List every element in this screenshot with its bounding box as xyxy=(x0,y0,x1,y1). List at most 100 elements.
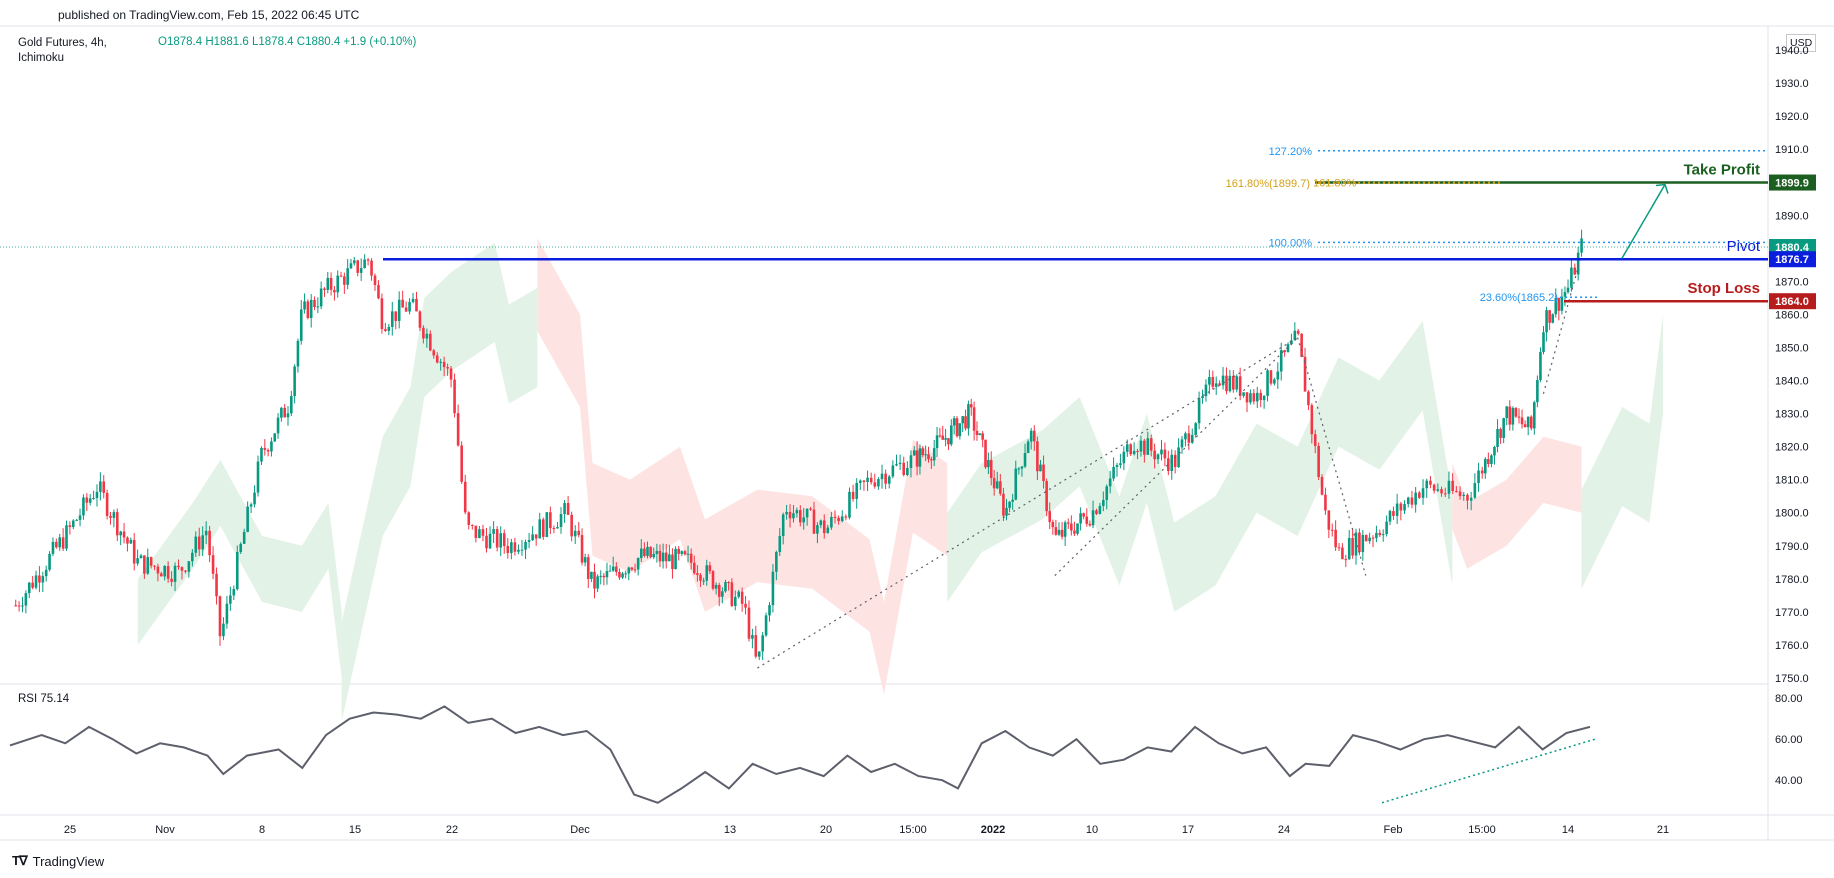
candle-body xyxy=(975,430,979,435)
candle-body xyxy=(605,571,609,578)
candle-body xyxy=(119,531,122,536)
candle-body xyxy=(1232,375,1235,390)
candle-body xyxy=(1566,287,1570,293)
candle-body xyxy=(404,307,408,312)
ichimoku-cloud-green xyxy=(137,459,342,678)
candle-body xyxy=(439,361,442,363)
candle-body xyxy=(837,518,840,522)
price-tick-label: 1800.0 xyxy=(1775,508,1809,520)
candle-body xyxy=(586,557,590,579)
candle-body xyxy=(761,635,764,652)
candle-body xyxy=(1293,330,1297,341)
candle-body xyxy=(92,498,95,500)
candle-body xyxy=(112,512,116,518)
candle-body xyxy=(1098,505,1102,514)
candle-body xyxy=(1032,430,1036,442)
candle-body xyxy=(524,541,527,550)
candle-body xyxy=(456,413,460,446)
candle-body xyxy=(467,512,471,525)
candle-body xyxy=(630,567,634,570)
candle-body xyxy=(1054,527,1058,535)
candle-body xyxy=(299,309,303,341)
candle-body xyxy=(1341,547,1344,560)
candle-body xyxy=(1511,408,1515,425)
candle-body xyxy=(1283,350,1286,352)
candle-body xyxy=(513,542,517,552)
candle-body xyxy=(88,498,92,503)
currency-label[interactable]: USD xyxy=(1786,34,1817,52)
candle-body xyxy=(1184,433,1187,440)
footer-brand[interactable]: T∇ TradingView xyxy=(12,853,104,869)
candle-body xyxy=(671,554,674,570)
candle-body xyxy=(1505,406,1509,419)
candle-body xyxy=(1102,499,1105,506)
candle-body xyxy=(397,299,401,321)
candle-body xyxy=(668,554,671,562)
candle-body xyxy=(390,311,394,327)
candle-body xyxy=(895,464,898,466)
candle-body xyxy=(99,481,102,492)
time-tick-label: 2022 xyxy=(981,824,1005,836)
price-tick-label: 1830.0 xyxy=(1775,409,1809,421)
candle-body xyxy=(1542,332,1545,352)
symbol-name: Gold Futures, 4h, xyxy=(18,37,107,49)
candle-body xyxy=(950,425,953,445)
candle-body xyxy=(1023,453,1027,467)
candle-body xyxy=(563,503,566,515)
tradingview-logo-icon: T∇ xyxy=(12,853,28,868)
candle-body xyxy=(31,582,34,588)
candle-body xyxy=(596,576,599,589)
candle-body xyxy=(85,497,89,503)
candle-body xyxy=(1167,458,1170,472)
candle-body xyxy=(999,481,1002,494)
candle-body xyxy=(1466,494,1469,501)
time-tick-label: 21 xyxy=(1657,824,1669,836)
candle-body xyxy=(1153,450,1156,460)
candle-body xyxy=(184,570,187,572)
candle-body xyxy=(1070,523,1073,531)
candle-body xyxy=(510,542,513,554)
fib-level-label: 161.80% xyxy=(1313,178,1357,190)
candle-body xyxy=(989,460,993,479)
candle-body xyxy=(549,512,552,529)
candle-body xyxy=(306,301,310,318)
candle-body xyxy=(1539,351,1542,380)
candle-body xyxy=(229,595,232,604)
candle-body xyxy=(1410,497,1414,505)
candle-body xyxy=(286,413,290,418)
candle-body xyxy=(696,573,699,576)
candle-body xyxy=(463,481,467,513)
candle-body xyxy=(649,546,652,558)
rsi-tick-label: 40.00 xyxy=(1775,775,1803,787)
candle-body xyxy=(208,530,211,556)
candle-body xyxy=(577,530,581,536)
candle-body xyxy=(987,460,990,468)
candle-body xyxy=(95,491,99,499)
candle-body xyxy=(235,552,239,590)
time-tick-label: 15:00 xyxy=(899,824,927,836)
candle-body xyxy=(737,591,741,597)
candle-body xyxy=(1088,523,1092,526)
candle-body xyxy=(187,561,191,572)
candle-body xyxy=(21,605,24,607)
candle-body xyxy=(293,366,296,397)
candle-body xyxy=(1211,377,1215,387)
candle-body xyxy=(1520,417,1524,425)
candle-body xyxy=(460,445,463,482)
candle-body xyxy=(442,361,446,368)
candle-body xyxy=(1194,423,1197,435)
candle-body xyxy=(1388,511,1392,522)
candle-body xyxy=(1385,521,1388,535)
candle-body xyxy=(643,548,646,556)
candle-body xyxy=(593,571,596,589)
time-tick-label: 8 xyxy=(259,824,265,836)
candle-body xyxy=(1406,497,1410,505)
candle-body xyxy=(566,503,570,515)
candle-body xyxy=(201,535,205,550)
candle-body xyxy=(1469,497,1473,501)
candle-body xyxy=(1523,424,1527,428)
candle-body xyxy=(1095,510,1098,514)
candle-body xyxy=(1017,468,1021,470)
candle-body xyxy=(1112,466,1115,479)
